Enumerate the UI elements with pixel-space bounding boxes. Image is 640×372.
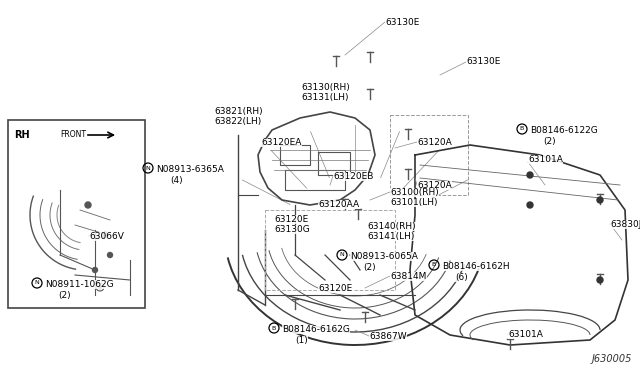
Text: 63130(RH): 63130(RH) [301,83,349,92]
Text: 63130E: 63130E [385,18,419,27]
Text: (2): (2) [543,137,556,146]
Text: B08146-6162H: B08146-6162H [442,262,509,271]
Text: 63867W: 63867W [369,332,406,341]
Text: B08146-6162G: B08146-6162G [282,325,350,334]
Text: (6): (6) [455,273,468,282]
Text: 63822(LH): 63822(LH) [214,117,261,126]
Circle shape [93,267,97,273]
Text: N08913-6065A: N08913-6065A [350,252,418,261]
Text: N08913-6365A: N08913-6365A [156,165,224,174]
Text: 63131(LH): 63131(LH) [301,93,349,102]
Text: 63120A: 63120A [417,181,452,190]
Text: B: B [272,326,276,330]
Text: RH: RH [14,130,29,140]
Text: 63120E: 63120E [318,284,352,293]
Text: N: N [35,280,40,285]
Text: 63120AA: 63120AA [318,200,359,209]
Circle shape [597,277,603,283]
Text: J630005: J630005 [591,354,632,364]
Text: 63130E: 63130E [466,57,500,66]
Text: FRONT: FRONT [60,130,86,139]
Text: 63101A: 63101A [508,330,543,339]
Text: (4): (4) [170,176,182,185]
Text: 63140(RH): 63140(RH) [367,222,415,231]
Circle shape [85,202,91,208]
Text: 63120A: 63120A [417,138,452,147]
Text: N: N [146,166,150,170]
Circle shape [102,232,108,237]
Text: N: N [340,253,344,257]
Circle shape [99,285,102,289]
Bar [8,120,145,308]
Circle shape [527,202,533,208]
Text: B: B [432,263,436,267]
Circle shape [597,197,603,203]
Text: 63120E: 63120E [274,215,308,224]
Text: (2): (2) [363,263,376,272]
Text: (2): (2) [58,291,70,300]
Circle shape [108,253,113,257]
Text: 63120EB: 63120EB [333,172,373,181]
Text: 63101A: 63101A [528,155,563,164]
Text: B08146-6122G: B08146-6122G [530,126,598,135]
Text: 63830J: 63830J [610,220,640,229]
Text: 63066V: 63066V [89,232,124,241]
Circle shape [527,172,533,178]
Text: N08911-1062G: N08911-1062G [45,280,114,289]
Text: 63101(LH): 63101(LH) [390,198,438,207]
Text: B: B [520,126,524,131]
Text: 63100(RH): 63100(RH) [390,188,439,197]
Text: 63141(LH): 63141(LH) [367,232,414,241]
Text: 63120EA: 63120EA [261,138,301,147]
Text: (1): (1) [295,336,308,345]
Text: 63821(RH): 63821(RH) [214,107,262,116]
Text: 63814M: 63814M [390,272,426,281]
Text: 63130G: 63130G [274,225,310,234]
